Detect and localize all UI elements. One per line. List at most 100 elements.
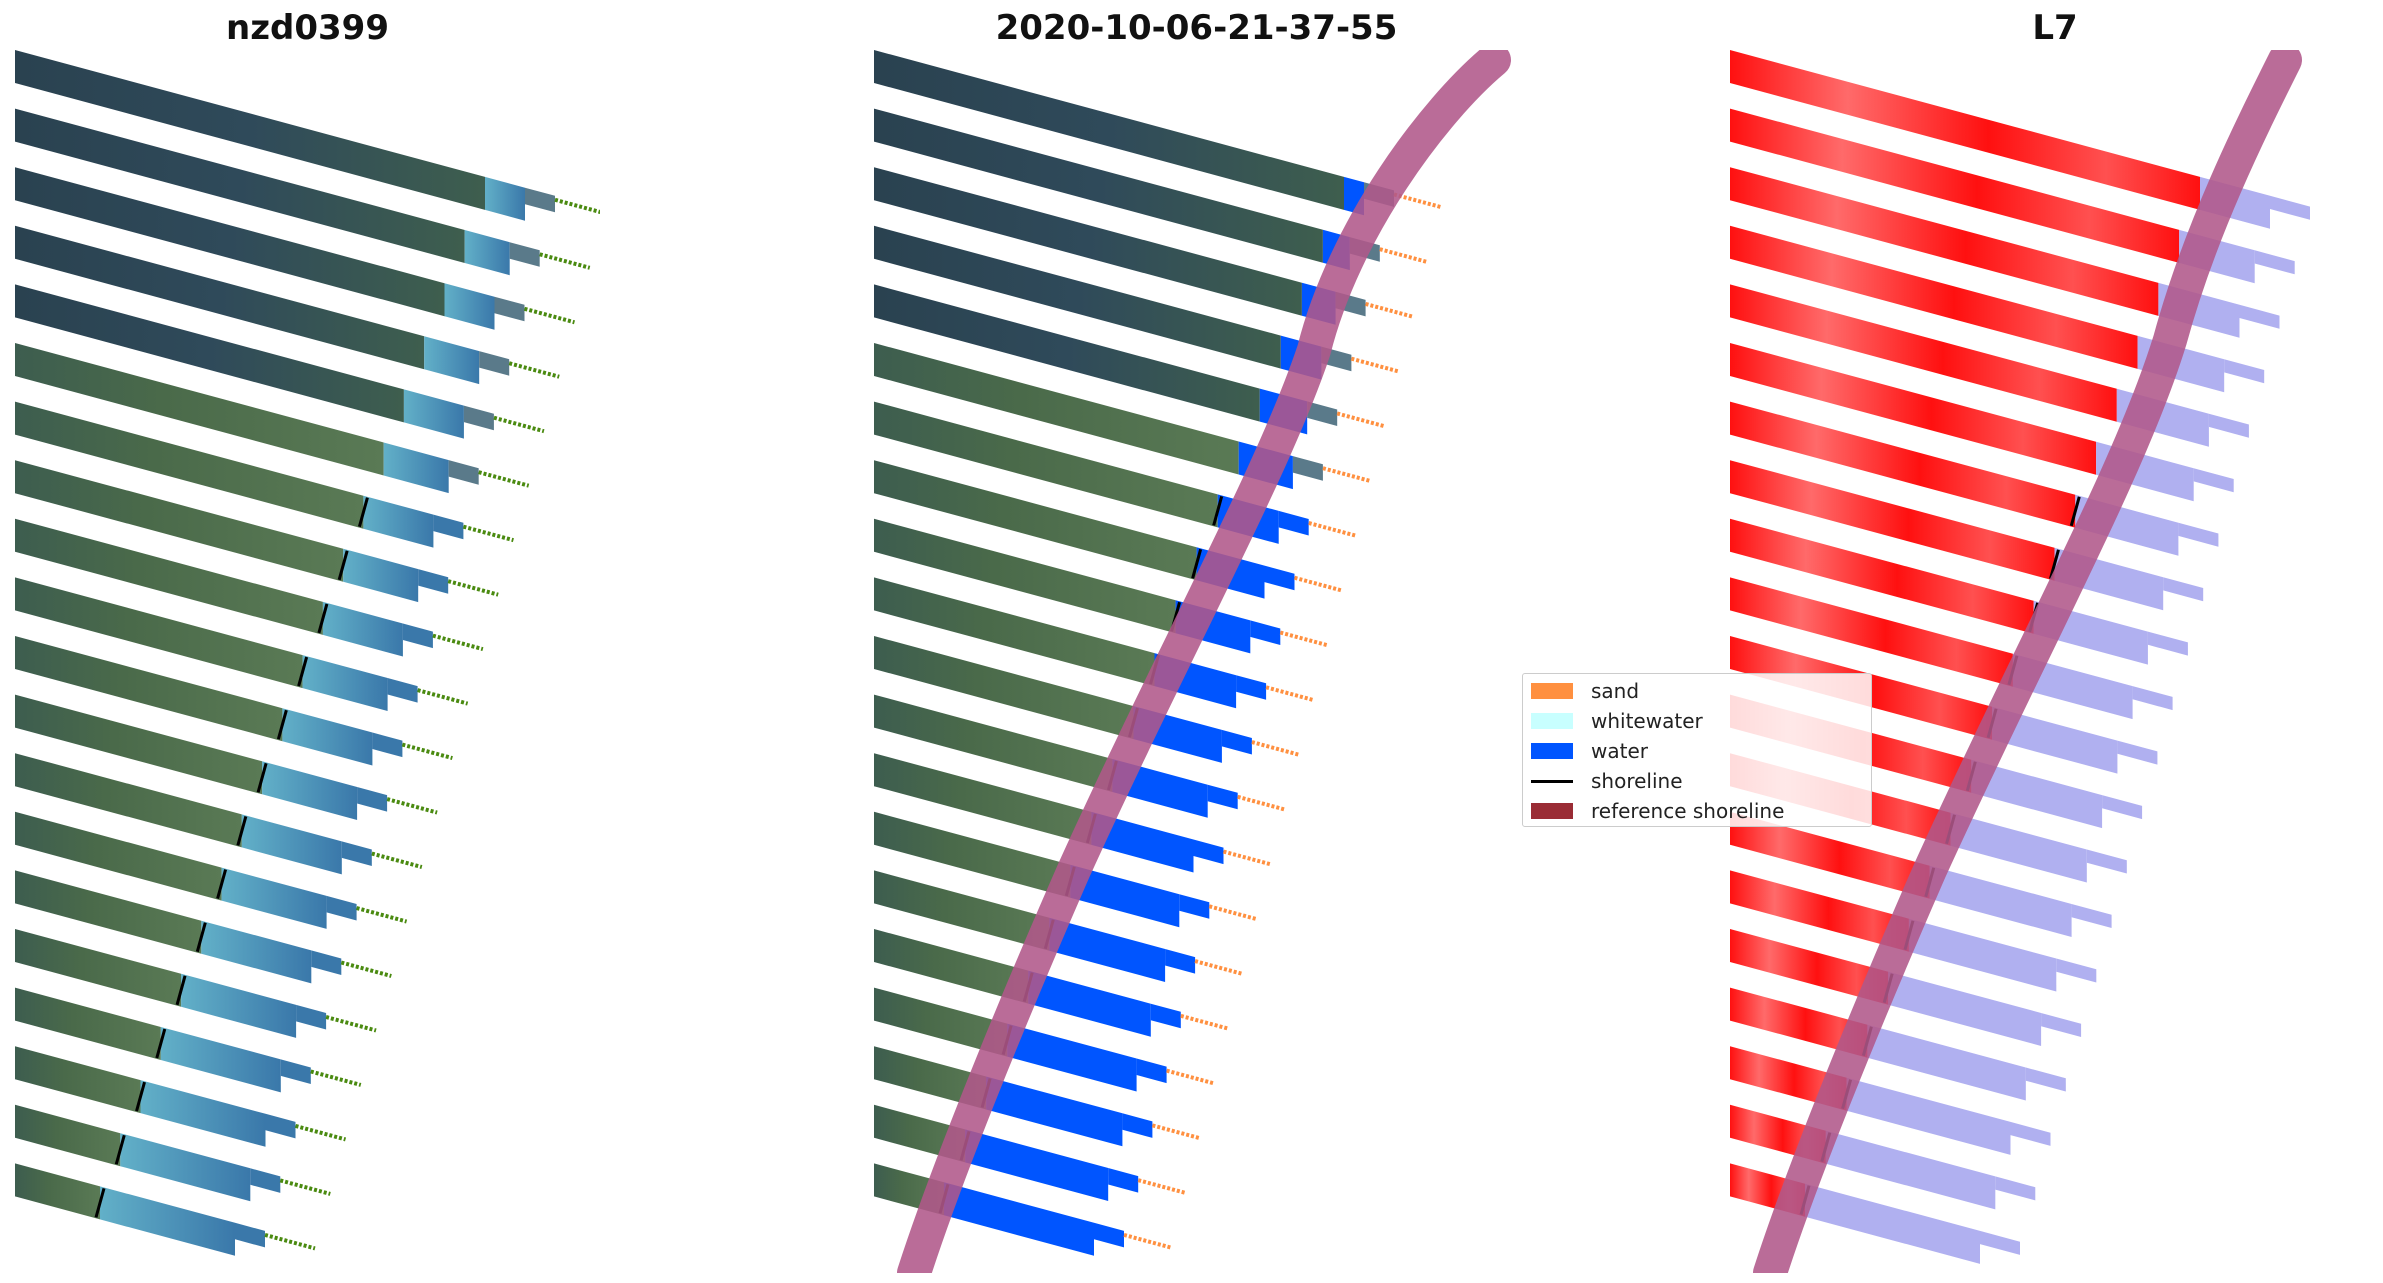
- transect-line: [325, 1015, 377, 1033]
- index-image-panel: [1730, 50, 2310, 1273]
- water-area: [965, 1129, 1109, 1201]
- land-area: [874, 753, 1092, 845]
- image-strip: [874, 811, 1258, 928]
- image-strip: [15, 1046, 347, 1147]
- water-tail: [1136, 1058, 1167, 1084]
- sand-transect: [1180, 1013, 1230, 1031]
- panel-title-nzd0399: nzd0399: [226, 8, 389, 48]
- sand-transect: [1322, 466, 1372, 484]
- land-area: [874, 167, 1302, 316]
- legend-item-reference-shoreline: reference shoreline: [1531, 798, 1784, 824]
- image-strip: [15, 1104, 331, 1202]
- sea-area: [424, 336, 480, 385]
- image-strip: [874, 1046, 1201, 1147]
- transect-line: [478, 470, 530, 488]
- transect-line: [432, 633, 484, 652]
- sand-transect: [1279, 630, 1329, 648]
- land-index-area: [1730, 50, 2200, 210]
- image-strip: [874, 870, 1244, 982]
- sea-tail: [311, 950, 342, 975]
- sea-area: [120, 1133, 251, 1202]
- transect-line: [493, 415, 545, 434]
- sand-transect: [1350, 356, 1400, 374]
- land-area: [15, 284, 404, 423]
- land-area: [874, 987, 1008, 1057]
- sand-transect: [1123, 1232, 1173, 1250]
- whitewater-swatch: [1531, 713, 1573, 729]
- shoreline-segment: [357, 497, 369, 528]
- water-index-tail: [2056, 958, 2097, 983]
- land-index-area: [1730, 225, 2138, 369]
- water-index-area: [1846, 1077, 2011, 1155]
- water-area: [1007, 1023, 1137, 1092]
- land-area: [874, 870, 1050, 951]
- water-tail: [1108, 1168, 1139, 1193]
- land-area: [874, 811, 1071, 898]
- land-area: [15, 1163, 100, 1220]
- image-strip: [15, 401, 514, 548]
- water-tail: [1278, 510, 1309, 536]
- sand-transect: [1294, 575, 1344, 593]
- sand-transect: [1336, 411, 1386, 429]
- water-index-area: [1950, 812, 2087, 883]
- land-area: [15, 987, 161, 1060]
- legend-item-sand: sand: [1531, 678, 1639, 704]
- sea-tail: [372, 732, 403, 758]
- shoreline-segment: [2049, 549, 2060, 580]
- sea-tail: [265, 1113, 296, 1139]
- sea-area: [262, 761, 358, 820]
- shoreline-segment: [135, 1081, 146, 1112]
- land-index-area: [1730, 811, 1930, 899]
- sand-transect: [1137, 1178, 1187, 1196]
- sand-transect: [1379, 247, 1429, 265]
- shoreline-segment: [175, 975, 187, 1006]
- water-index-area: [1992, 706, 2118, 774]
- water-tail: [1150, 1003, 1181, 1029]
- land-area: [874, 929, 1029, 1004]
- image-strip: [15, 518, 484, 657]
- land-index-area: [1730, 401, 2076, 528]
- water-area: [1070, 864, 1180, 928]
- sea-tail: [280, 1059, 311, 1084]
- shoreline-segment: [317, 603, 329, 634]
- transect-line: [447, 579, 499, 597]
- water-index-area: [1867, 1024, 2026, 1101]
- transect-line: [340, 960, 392, 978]
- sea-tail: [250, 1168, 281, 1193]
- panel-title-date: 2020-10-06-21-37-55: [995, 8, 1398, 48]
- sea-area: [100, 1186, 235, 1256]
- image-strip: [15, 1163, 316, 1256]
- water-index-tail: [2239, 304, 2280, 329]
- image-strip: [15, 108, 591, 276]
- water-area: [944, 1182, 1094, 1256]
- water-index-area: [1908, 918, 2057, 992]
- image-strip: [15, 343, 530, 494]
- transect-line: [554, 197, 600, 215]
- land-area: [874, 401, 1218, 528]
- water-index-tail: [2224, 359, 2265, 384]
- land-area: [15, 401, 364, 529]
- land-area: [874, 636, 1134, 740]
- transect-line: [279, 1178, 331, 1196]
- image-strip: [15, 987, 362, 1093]
- shoreline-segment: [297, 656, 309, 687]
- sea-area: [221, 867, 327, 929]
- image-strip: [15, 284, 545, 439]
- water-index-tail: [2270, 195, 2310, 220]
- land-area: [15, 167, 445, 317]
- sea-tail: [341, 841, 372, 866]
- water-tail: [1250, 620, 1281, 645]
- water-index-tail: [2102, 795, 2143, 820]
- sea-tail: [448, 460, 479, 485]
- image-strip: [15, 577, 469, 711]
- sea-area: [302, 655, 388, 711]
- image-strip: [15, 694, 438, 820]
- water-tail: [1292, 456, 1323, 481]
- water-tail: [1193, 839, 1224, 865]
- sea-area: [140, 1080, 266, 1147]
- land-area: [874, 694, 1113, 792]
- shoreline-segment: [114, 1134, 126, 1165]
- sea-tail: [235, 1222, 265, 1248]
- sea-area: [160, 1027, 281, 1093]
- water-area: [1028, 970, 1151, 1037]
